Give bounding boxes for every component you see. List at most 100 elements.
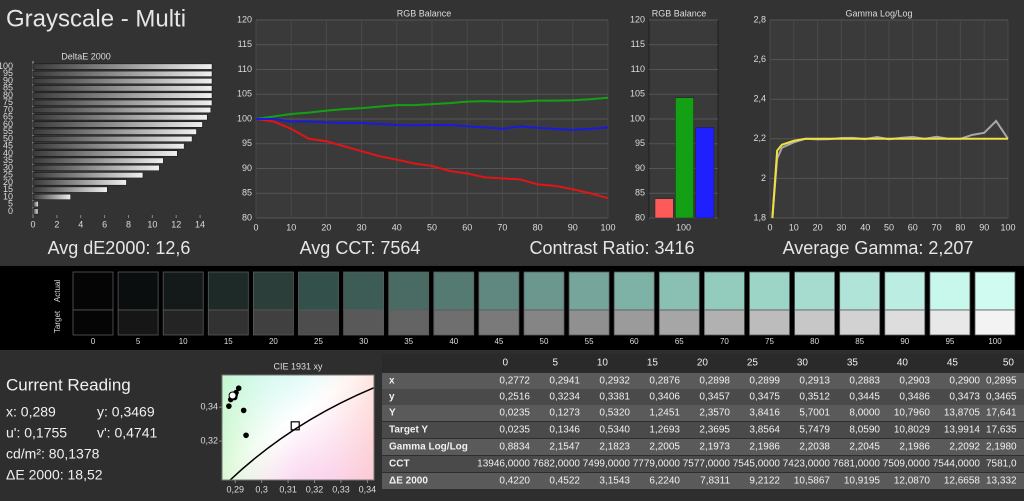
- y-tick-label: 95: [635, 138, 645, 148]
- series-line: [771, 137, 1008, 219]
- swatch-label: 20: [269, 337, 278, 346]
- y-tick-label: 20: [3, 177, 13, 187]
- table-cell: 6,2240: [649, 476, 680, 487]
- swatch-target: [749, 309, 790, 336]
- swatch-target: [252, 309, 294, 336]
- swatch-label: 70: [720, 337, 729, 346]
- y-tick-label: 0: [8, 206, 13, 216]
- table-cell: 7,8311: [700, 476, 730, 487]
- table-cell: 0,2895: [986, 376, 1017, 387]
- table-cell: 2,2092: [949, 442, 980, 453]
- swatch-label: 40: [449, 337, 458, 346]
- bar: [32, 179, 127, 186]
- table-cell: 0,3406: [649, 392, 680, 403]
- chart-title: RGB Balance: [652, 8, 707, 18]
- bar: [32, 186, 108, 193]
- table-cell: 7682,0000: [533, 459, 581, 470]
- swatch-actual: [749, 271, 790, 311]
- swatch-actual: [929, 271, 971, 311]
- table-row-bg: [382, 389, 1024, 405]
- table-row-label: x: [389, 376, 395, 387]
- swatch-target: [929, 309, 971, 336]
- table-cell: 0,2516: [499, 392, 530, 403]
- table-cell: 0,5320: [599, 408, 630, 419]
- bar: [32, 135, 193, 143]
- y-tick-label: 90: [3, 75, 13, 85]
- table-cell: 2,2045: [849, 442, 880, 453]
- table-header-cell: 10: [597, 358, 609, 369]
- table-cell: 3,8416: [749, 408, 780, 419]
- reading-delta-e: ΔE 2000: 18,52: [6, 467, 103, 483]
- table-row-bg: [382, 473, 1024, 489]
- table-cell: 2,1973: [699, 442, 730, 453]
- table-cell: 1,2693: [649, 425, 680, 436]
- table-cell: 17,635: [986, 425, 1017, 436]
- table-row-bg: [382, 373, 1024, 389]
- table-cell: 12,6658: [944, 476, 981, 487]
- table-cell: 13,332: [986, 476, 1017, 487]
- bar: [32, 85, 213, 92]
- table-cell: 0,5340: [599, 425, 630, 436]
- y-tick-label: 100: [237, 113, 252, 123]
- current-point: [228, 391, 237, 400]
- table-cell: 2,1547: [549, 442, 580, 453]
- table-cell: 0,2941: [549, 376, 580, 387]
- swatch-actual: [839, 271, 881, 311]
- swatch-actual: [388, 271, 430, 311]
- reading-x: x: 0,289: [6, 404, 56, 420]
- bar: [32, 150, 178, 157]
- x-tick-label: 100: [600, 222, 615, 232]
- table-cell: 0,1273: [549, 408, 580, 419]
- y-tick-label: 95: [3, 68, 13, 78]
- chart-title: DeltaE 2000: [61, 51, 111, 61]
- bar: [32, 128, 197, 135]
- y-tick-label: 80: [242, 212, 252, 222]
- bar: [32, 107, 212, 114]
- swatch-actual: [523, 271, 565, 311]
- swatch-actual: [658, 271, 700, 311]
- summary-label: Avg dE2000: 12,6: [48, 238, 191, 258]
- table-cell: 10,5867: [794, 476, 831, 487]
- bar: [32, 92, 213, 99]
- series-line: [255, 96, 609, 120]
- x-tick-label: 2: [54, 219, 59, 229]
- x-tick-label: 100: [676, 222, 691, 232]
- y-tick-label: 25: [3, 170, 13, 180]
- swatch-target: [704, 309, 745, 336]
- x-tick-label: 20: [813, 222, 823, 232]
- swatch-label: 85: [855, 337, 864, 346]
- y-tick-label: 105: [237, 89, 252, 99]
- swatch-label: 10: [179, 337, 188, 346]
- swatch-label: 15: [224, 337, 233, 346]
- table-header-cell: 40: [897, 358, 909, 369]
- table-cell: 0,2903: [899, 376, 930, 387]
- table-row-bg: [382, 422, 1024, 438]
- x-tick-label: 40: [860, 222, 870, 232]
- x-tick-label: 90: [979, 222, 989, 232]
- table-cell: 8,0000: [849, 408, 880, 419]
- table-header-cell: 15: [647, 358, 659, 369]
- y-tick-label: 60: [3, 119, 13, 129]
- table-header-cell: 35: [847, 358, 859, 369]
- x-tick-label: 0: [253, 222, 258, 232]
- x-tick-label: 0: [30, 219, 35, 229]
- y-tick-label: 100: [630, 113, 645, 123]
- table-cell: 2,1986: [899, 442, 930, 453]
- x-tick-label: 60: [908, 222, 918, 232]
- y-tick-label: 85: [242, 188, 252, 198]
- bar: [32, 193, 71, 200]
- table-header-cell: 45: [947, 358, 959, 369]
- swatch-target: [658, 309, 700, 336]
- x-tick-label: 30: [836, 222, 846, 232]
- series-line: [255, 118, 609, 200]
- table-cell: 0,2772: [499, 376, 530, 387]
- y-tick-label: 85: [3, 83, 13, 93]
- swatch-target: [433, 309, 475, 336]
- x-tick-label: 80: [955, 222, 965, 232]
- swatch-target: [613, 309, 655, 336]
- y-tick-label: 2,8: [753, 14, 766, 24]
- y-tick-label: 30: [3, 162, 13, 172]
- y-tick-label: 85: [635, 188, 645, 198]
- swatch-label: 25: [314, 337, 323, 346]
- table-cell: 0,3512: [799, 392, 830, 403]
